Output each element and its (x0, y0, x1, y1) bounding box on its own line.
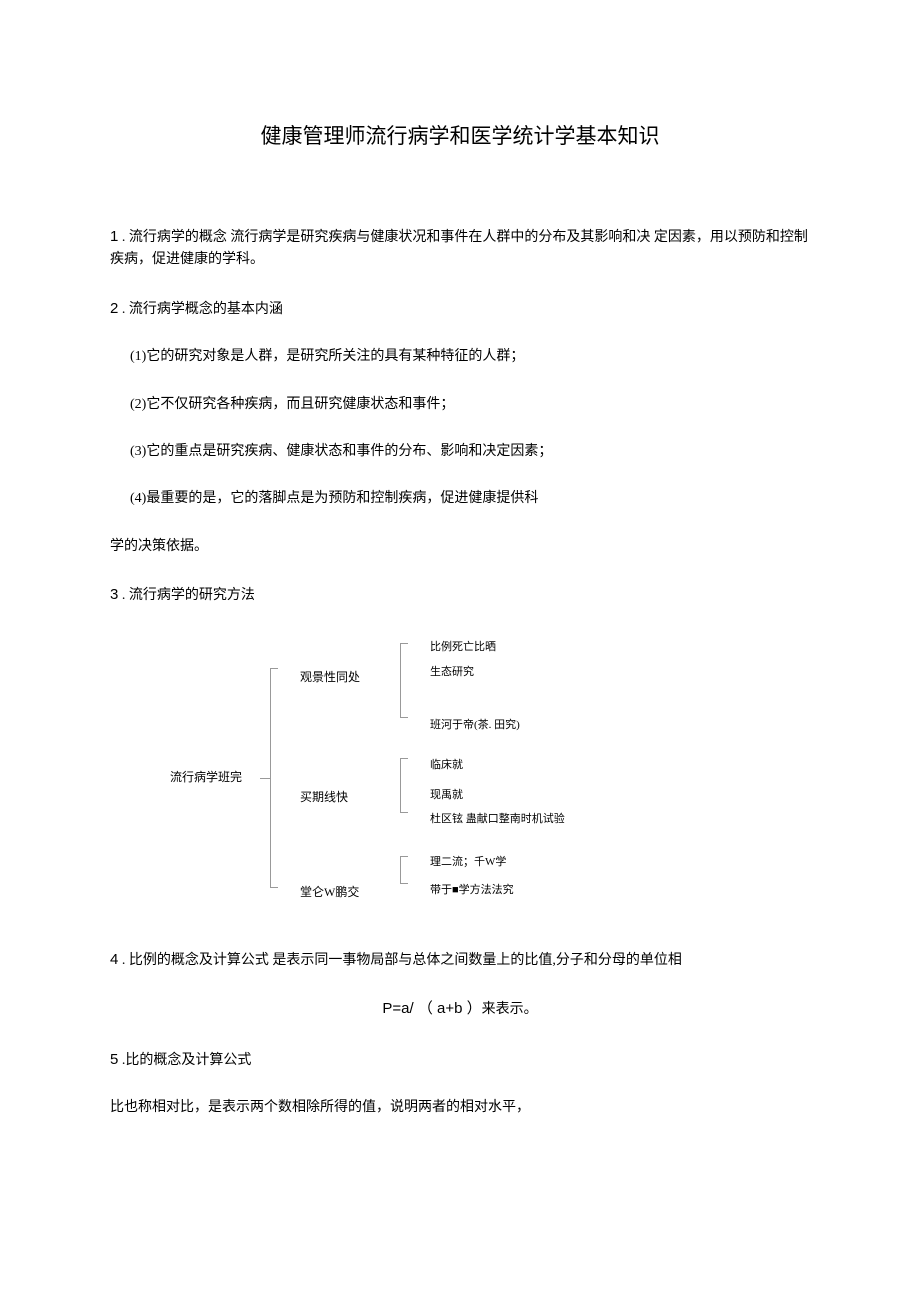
diagram-root: 流行病学班完 (170, 768, 242, 785)
bracket-sub-1 (400, 643, 408, 718)
paragraph-5-text: .比的概念及计算公式 (118, 1053, 251, 1068)
paragraph-2: 2 . 流行病学概念的基本内涵 (110, 297, 810, 321)
paragraph-4-text: . 比例的概念及计算公式 是表示同一事物局部与总体之间数量上的比值,分子和分母的… (118, 953, 682, 968)
bracket-notch-main (260, 778, 270, 779)
diagram-mid-2: 买期线快 (300, 788, 348, 805)
bracket-sub-2 (400, 758, 408, 813)
diagram-leaf-2: 班河于帝(茶. 田究) (430, 716, 520, 732)
diagram-leaf-5: 杜区铉 蛊献口整南时机试验 (430, 810, 565, 826)
diagram-leaf-6: 理二流；千W学 (430, 853, 506, 869)
diagram-leaf-0: 比例死亡比晒 (430, 638, 496, 654)
diagram-leaf-3: 临床就 (430, 756, 463, 772)
research-methods-diagram: 流行病学班完 观景性同处 买期线快 堂仑W鹏交 比例死亡比晒 生态研究 班河于帝… (110, 638, 810, 908)
item-2c: (3)它的重点是研究疾病、健康状态和事件的分布、影响和决定因素； (110, 441, 810, 463)
paragraph-3: 3 . 流行病学的研究方法 (110, 583, 810, 607)
page-title: 健康管理师流行病学和医学统计学基本知识 (110, 120, 810, 150)
paragraph-5a: 比也称相对比，是表示两个数相除所得的值，说明两者的相对水平， (110, 1097, 810, 1119)
diagram-leaf-1: 生态研究 (430, 663, 474, 679)
paragraph-1-text: . 流行病学的概念 流行病学是研究疾病与健康状况和事件在人群中的分布及其影响和决… (110, 230, 808, 267)
diagram-leaf-7: 带于■学方法法究 (430, 881, 514, 897)
item-2a: (1)它的研究对象是人群，是研究所关注的具有某种特征的人群； (110, 346, 810, 368)
item-2d: (4)最重要的是，它的落脚点是为预防和控制疾病，促进健康提供科 (110, 488, 810, 510)
item-2b: (2)它不仅研究各种疾病，而且研究健康状态和事件； (110, 394, 810, 416)
formula-expression: P=a/ （ a+b ） (382, 1000, 481, 1017)
paragraph-2-text: . 流行病学概念的基本内涵 (118, 302, 283, 317)
bracket-sub-3 (400, 856, 408, 884)
diagram-mid-1: 观景性同处 (300, 668, 360, 685)
paragraph-5: 5 .比的概念及计算公式 (110, 1048, 810, 1072)
diagram-mid-3: 堂仑W鹏交 (300, 883, 359, 900)
bracket-main (270, 668, 278, 888)
paragraph-1: 1 . 流行病学的概念 流行病学是研究疾病与健康状况和事件在人群中的分布及其影响… (110, 225, 810, 272)
formula-suffix: 来表示。 (482, 1002, 538, 1017)
diagram-leaf-4: 现禹就 (430, 786, 463, 802)
formula: P=a/ （ a+b ）来表示。 (110, 997, 810, 1018)
paragraph-4: 4 . 比例的概念及计算公式 是表示同一事物局部与总体之间数量上的比值,分子和分… (110, 948, 810, 972)
item-2e: 学的决策依据。 (110, 536, 810, 558)
paragraph-3-text: . 流行病学的研究方法 (118, 588, 255, 603)
